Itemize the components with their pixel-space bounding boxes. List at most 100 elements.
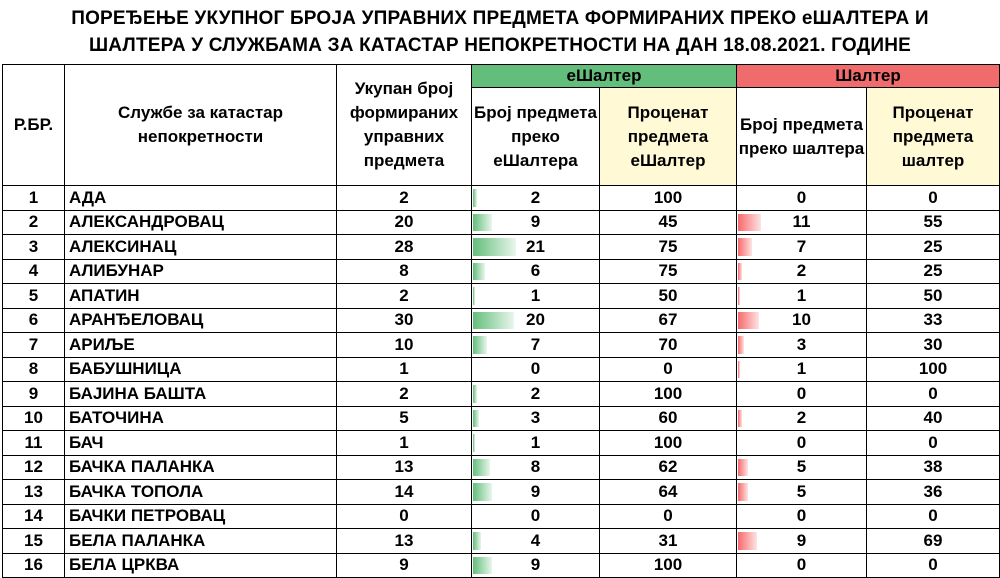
shalter-data-bar	[738, 336, 745, 354]
cell-s-count-value: 1	[796, 359, 807, 379]
eshalter-data-bar	[473, 385, 478, 403]
table-row: 8 БАБУШНИЦА 1 0 0 1 100	[2, 356, 1000, 382]
table-body: 1 АДА 2 2 100 0 0 2 АЛЕКСАНДРОВАЦ 20 9 45 11 55 3 АЛЕКС…	[2, 185, 1000, 578]
cell-rb: 12	[2, 454, 65, 480]
title-line-2: ШАЛТЕРА У СЛУЖБАМА ЗА КАТАСТАР НЕПОКРЕТН…	[88, 35, 911, 56]
header-total: Укупан број формираних управних предмета	[336, 64, 472, 186]
cell-e-percent: 64	[599, 479, 737, 505]
cell-e-count-value: 6	[530, 261, 541, 281]
cell-s-count-value: 0	[796, 383, 807, 403]
cell-e-count-value: 3	[530, 408, 541, 428]
cell-s-count-value: 0	[796, 555, 807, 575]
cell-s-percent: 36	[865, 479, 1000, 505]
table-row: 11 БАЧ 1 1 100 0 0	[2, 430, 1000, 456]
cell-rb: 13	[2, 479, 65, 505]
cell-rb: 9	[2, 381, 65, 407]
cell-e-percent: 62	[599, 454, 737, 480]
cell-s-count: 7	[736, 234, 867, 260]
eshalter-data-bar	[473, 336, 488, 354]
header-s-percent: Проценат предмета шалтер	[865, 87, 1000, 186]
cell-e-count: 4	[471, 528, 600, 554]
cell-s-count-value: 3	[796, 334, 807, 354]
cell-s-count-value: 0	[796, 187, 807, 207]
cell-service-name: АПАТИН	[64, 283, 337, 309]
cell-e-count-value: 8	[530, 457, 541, 477]
header-row-1: Р.БР. Службе за катастар непокретности У…	[2, 64, 1000, 186]
table-row: 3 АЛЕКСИНАЦ 28 21 75 7 25	[2, 234, 1000, 260]
cell-e-count-value: 9	[530, 555, 541, 575]
cell-rb: 11	[2, 430, 65, 456]
cell-e-count: 2	[471, 381, 600, 407]
shalter-data-bar	[738, 360, 741, 378]
cell-e-percent: 60	[599, 405, 737, 431]
cell-e-count-value: 0	[530, 359, 541, 379]
cell-total: 13	[336, 454, 472, 480]
header-s-count: Број предмета преко шалтера	[736, 87, 867, 186]
cell-s-percent: 0	[865, 552, 1000, 578]
cell-e-count: 3	[471, 405, 600, 431]
cell-e-percent: 0	[599, 356, 737, 382]
cell-s-percent: 30	[865, 332, 1000, 358]
cell-total: 30	[336, 307, 472, 333]
cell-service-name: БАЈИНА БАШТА	[64, 381, 337, 407]
cell-s-count-value: 2	[796, 261, 807, 281]
shalter-data-bar	[738, 262, 743, 280]
title-line-1: ПОРЕЂЕЊЕ УКУПНОГ БРОЈА УПРАВНИХ ПРЕДМЕТА…	[71, 8, 929, 29]
cell-s-percent: 100	[865, 356, 1000, 382]
shalter-data-bar	[738, 287, 741, 305]
cell-s-count: 1	[736, 283, 867, 309]
table-row: 16 БЕЛА ЦРКВА 9 9 100 0 0	[2, 552, 1000, 578]
cadastre-cases-table: Р.БР. Службе за катастар непокретности У…	[2, 64, 1000, 578]
eshalter-data-bar	[473, 556, 492, 574]
cell-e-count: 9	[471, 479, 600, 505]
cell-service-name: АЛЕКСАНДРОВАЦ	[64, 209, 337, 235]
cell-e-percent: 0	[599, 503, 737, 529]
cell-s-count-value: 7	[796, 236, 807, 256]
header-group-eshalter: еШалтер	[471, 64, 737, 88]
cell-s-percent: 25	[865, 234, 1000, 260]
cell-s-count: 0	[736, 185, 867, 211]
cell-s-count: 0	[736, 381, 867, 407]
cell-rb: 14	[2, 503, 65, 529]
cell-total: 28	[336, 234, 472, 260]
cell-total: 9	[336, 552, 472, 578]
cell-e-count-value: 1	[530, 285, 541, 305]
shalter-data-bar	[738, 409, 743, 427]
cell-service-name: АЛИБУНАР	[64, 258, 337, 284]
eshalter-data-bar	[473, 238, 517, 256]
cell-service-name: БАБУШНИЦА	[64, 356, 337, 382]
cell-s-count: 9	[736, 528, 867, 554]
cell-e-count: 1	[471, 430, 600, 456]
cell-e-count-value: 4	[530, 530, 541, 550]
header-row-2: Број предмета преко еШалтера Проценат пр…	[3, 87, 1000, 186]
cell-e-percent: 45	[599, 209, 737, 235]
cell-service-name: АРАНЂЕЛОВАЦ	[64, 307, 337, 333]
cell-e-count-value: 9	[530, 481, 541, 501]
cell-e-count: 1	[471, 283, 600, 309]
cell-total: 10	[336, 332, 472, 358]
table-row: 9 БАЈИНА БАШТА 2 2 100 0 0	[2, 381, 1000, 407]
cell-s-count: 2	[736, 405, 867, 431]
cell-service-name: БЕЛА ЦРКВА	[64, 552, 337, 578]
cell-s-count: 1	[736, 356, 867, 382]
cell-rb: 15	[2, 528, 65, 554]
cell-e-count-value: 2	[530, 383, 541, 403]
cell-total: 2	[336, 185, 472, 211]
cell-s-count-value: 11	[792, 212, 811, 232]
cell-s-count-value: 5	[796, 481, 807, 501]
cell-service-name: БАЧКА ТОПОЛА	[64, 479, 337, 505]
cell-s-count-value: 10	[792, 310, 811, 330]
cell-e-count-value: 2	[530, 187, 541, 207]
table-row: 12 БАЧКА ПАЛАНКА 13 8 62 5 38	[2, 454, 1000, 480]
cell-service-name: БАЧ	[64, 430, 337, 456]
cell-total: 14	[336, 479, 472, 505]
cell-s-percent: 55	[865, 209, 1000, 235]
cell-e-percent: 75	[599, 258, 737, 284]
eshalter-data-bar	[473, 262, 486, 280]
table-row: 10 БАТОЧИНА 5 3 60 2 40	[2, 405, 1000, 431]
cell-rb: 4	[2, 258, 65, 284]
cell-e-count-value: 1	[530, 432, 541, 452]
cell-rb: 10	[2, 405, 65, 431]
cell-s-percent: 40	[865, 405, 1000, 431]
cell-total: 5	[336, 405, 472, 431]
